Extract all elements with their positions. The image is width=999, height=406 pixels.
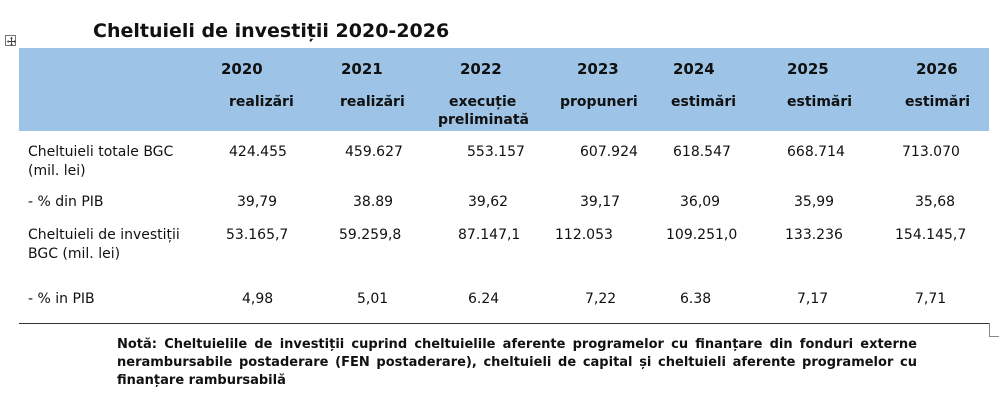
cell-invpib-2022: 6.24 (468, 291, 500, 307)
col-sub-2026: estimări (905, 94, 971, 110)
move-cross-icon (6, 36, 17, 47)
row-label-invest-line1: Cheltuieli de investiții (28, 227, 180, 243)
cell-pib-2023: 39,17 (580, 194, 621, 210)
table-move-handle[interactable] (5, 35, 17, 47)
cell-total-2022: 553.157 (467, 144, 525, 160)
row-label-total-line2: (mil. lei) (28, 163, 86, 179)
col-sub-2023: propuneri (560, 94, 638, 110)
cell-invpib-2021: 5,01 (357, 291, 389, 307)
cell-pib-2025: 35,99 (794, 194, 835, 210)
col-sub-2022-line1: execuție (449, 94, 517, 110)
cell-total-2025: 668.714 (787, 144, 845, 160)
cell-invest-2024: 109.251,0 (666, 227, 738, 243)
col-year-2026: 2026 (916, 60, 958, 78)
cell-total-2021: 459.627 (345, 144, 403, 160)
table-bottom-rule (19, 323, 989, 324)
col-sub-2021: realizări (340, 94, 405, 110)
cell-invpib-2026: 7,71 (915, 291, 947, 307)
cell-pib-2024: 36,09 (680, 194, 721, 210)
col-year-2020: 2020 (221, 60, 263, 78)
cell-pib-2021: 38.89 (353, 194, 394, 210)
cell-invest-2026: 154.145,7 (895, 227, 967, 243)
cell-pib-2026: 35,68 (915, 194, 956, 210)
table-end-marker (989, 323, 999, 337)
table-footnote: Notă: Cheltuielile de investiții cuprind… (117, 337, 917, 388)
cell-invest-2020: 53.165,7 (226, 227, 289, 243)
page-title: Cheltuieli de investiții 2020-2026 (93, 20, 450, 42)
cell-total-2026: 713.070 (902, 144, 960, 160)
cell-pib-2020: 39,79 (237, 194, 278, 210)
col-year-2021: 2021 (341, 60, 383, 78)
row-label-invest-line2: BGC (mil. lei) (28, 246, 121, 262)
cell-invpib-2024: 6.38 (680, 291, 712, 307)
col-year-2023: 2023 (577, 60, 619, 78)
col-sub-2020: realizări (229, 94, 294, 110)
row-label-invest-pib-pct: - % in PIB (28, 291, 95, 307)
cell-total-2023: 607.924 (580, 144, 638, 160)
col-sub-2025: estimări (787, 94, 853, 110)
cell-invest-2023: 112.053 (555, 227, 613, 243)
cell-total-2024: 618.547 (673, 144, 731, 160)
cell-invest-2022: 87.147,1 (458, 227, 521, 243)
table-header-band (19, 48, 989, 131)
cell-pib-2022: 39,62 (468, 194, 509, 210)
col-sub-2022-line2: preliminată (438, 112, 529, 128)
col-year-2025: 2025 (787, 60, 829, 78)
cell-invpib-2025: 7,17 (797, 291, 829, 307)
cell-invpib-2023: 7,22 (585, 291, 617, 307)
col-year-2024: 2024 (673, 60, 715, 78)
col-sub-2024: estimări (671, 94, 737, 110)
cell-invest-2021: 59.259,8 (339, 227, 402, 243)
cell-total-2020: 424.455 (229, 144, 287, 160)
cell-invpib-2020: 4,98 (242, 291, 274, 307)
col-year-2022: 2022 (460, 60, 502, 78)
row-label-pib-pct: - % din PIB (28, 194, 104, 210)
row-label-total-line1: Cheltuieli totale BGC (28, 144, 174, 160)
cell-invest-2025: 133.236 (785, 227, 843, 243)
